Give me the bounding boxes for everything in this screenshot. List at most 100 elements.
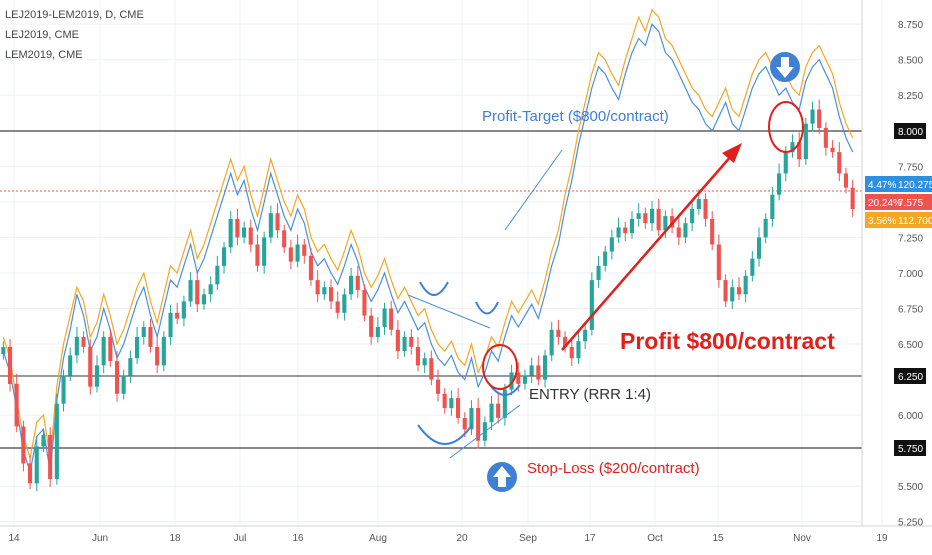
candle-body: [248, 227, 253, 245]
candle-body: [797, 142, 802, 160]
orange-series-badge: [865, 212, 932, 228]
candle-body: [850, 187, 855, 209]
candle-body: [556, 329, 561, 337]
candle-body: [181, 301, 186, 319]
candle-body: [74, 336, 79, 356]
candle-body: [616, 227, 621, 238]
candle-body: [61, 375, 66, 404]
candle-body: [242, 227, 247, 238]
blue-series-value: 120.275: [898, 180, 932, 191]
candle-body: [636, 213, 641, 219]
x-tick-label: 18: [169, 533, 181, 544]
candle-body: [68, 355, 73, 376]
symbol-lem[interactable]: LEM2019, CME: [5, 49, 83, 61]
y-tick-label: 6.750: [898, 304, 923, 315]
candle-body: [522, 375, 527, 384]
candle-body: [54, 403, 59, 479]
candle-body: [148, 327, 153, 347]
candle-body: [817, 109, 822, 128]
red-series-badge: [865, 194, 932, 210]
candle-body: [128, 358, 133, 376]
candle-body: [462, 418, 467, 430]
y-tick-label: 7.000: [898, 269, 923, 280]
time-axis[interactable]: 14 Jun 18 Jul 16 Aug 20 Sep 17 Oct 15 Nov 19: [0, 525, 932, 544]
candle-body: [329, 287, 334, 302]
candle-body: [629, 218, 634, 234]
candle-body: [422, 358, 427, 366]
candle-body: [382, 308, 387, 327]
candle-body: [670, 216, 675, 228]
y-tick-label: 5.500: [898, 482, 923, 493]
candle-body: [362, 290, 367, 316]
candle-body: [342, 294, 347, 313]
orange-series-path: [2, 8, 854, 458]
bowl-shape-2: [475, 301, 499, 315]
trend-line-upper: [504, 149, 563, 231]
candle-body: [603, 251, 608, 266]
candle-body: [436, 379, 441, 394]
candle-body: [8, 346, 13, 384]
bowl-shape-3: [417, 424, 473, 445]
profit-arrow: [561, 143, 742, 351]
symbol-title[interactable]: LEJ2019-LEM2019, D, CME: [5, 9, 144, 21]
candle-body: [161, 336, 166, 366]
candle-body: [456, 398, 461, 418]
y-tick-label: 8.750: [898, 20, 923, 31]
candle-body: [315, 280, 320, 295]
candle-body: [275, 213, 280, 231]
exit-circle: [768, 101, 804, 153]
candle-body: [295, 244, 300, 262]
candle-body: [710, 218, 715, 245]
blue-series-pct: 4.47%: [868, 180, 896, 191]
x-tick-label: Nov: [793, 533, 811, 544]
candle-body: [656, 209, 661, 231]
trend-line-left: [407, 294, 491, 329]
candle-body: [596, 265, 601, 280]
candle-body: [101, 336, 106, 366]
y-tick-label: 6.000: [898, 411, 923, 422]
candle-body: [141, 327, 146, 337]
candle-body: [222, 247, 227, 266]
candle-body: [355, 275, 360, 290]
x-tick-label: Sep: [519, 533, 537, 544]
candle-body: [395, 329, 400, 352]
candle-body: [549, 329, 554, 356]
x-tick-label: 19: [876, 533, 888, 544]
lem2019-line: [2, 8, 854, 458]
candle-body: [175, 312, 180, 319]
profit-label: Profit $800/contract: [620, 328, 835, 354]
candle-body: [696, 199, 701, 209]
candle-body: [302, 244, 307, 256]
symbol-lej[interactable]: LEJ2019, CME: [5, 29, 79, 41]
candle-body: [208, 284, 213, 295]
candle-body: [757, 237, 762, 259]
x-tick-label: 15: [712, 533, 724, 544]
candle-body: [262, 237, 267, 266]
candle-body: [643, 213, 648, 224]
level-6250-badge: [894, 368, 926, 384]
candle-body: [676, 227, 681, 238]
candle-body: [155, 346, 160, 366]
candle-body: [135, 336, 140, 359]
candle-body: [108, 336, 113, 362]
arrow-down-icon: [770, 52, 800, 82]
orange-series-value: 112.700: [898, 216, 932, 227]
candle-body: [1, 346, 6, 354]
candle-body: [14, 383, 19, 427]
candle-body: [663, 216, 668, 231]
orange-series-pct: 3.56%: [868, 216, 896, 227]
candle-body: [195, 280, 200, 305]
trend-line-bottom: [449, 404, 521, 459]
candle-body: [41, 435, 46, 447]
spread-candles: [1, 99, 855, 492]
candle-body: [783, 152, 788, 174]
x-tick-label: 16: [292, 533, 304, 544]
y-tick-label: 5.250: [898, 518, 923, 529]
price-axis[interactable]: 8.7508.5008.2507.7507.5007.2507.0006.750…: [861, 0, 932, 529]
entry-label: ENTRY (RRR 1:4): [529, 386, 651, 403]
candle-body: [763, 218, 768, 238]
candle-body: [716, 244, 721, 280]
candle-body: [516, 372, 521, 384]
